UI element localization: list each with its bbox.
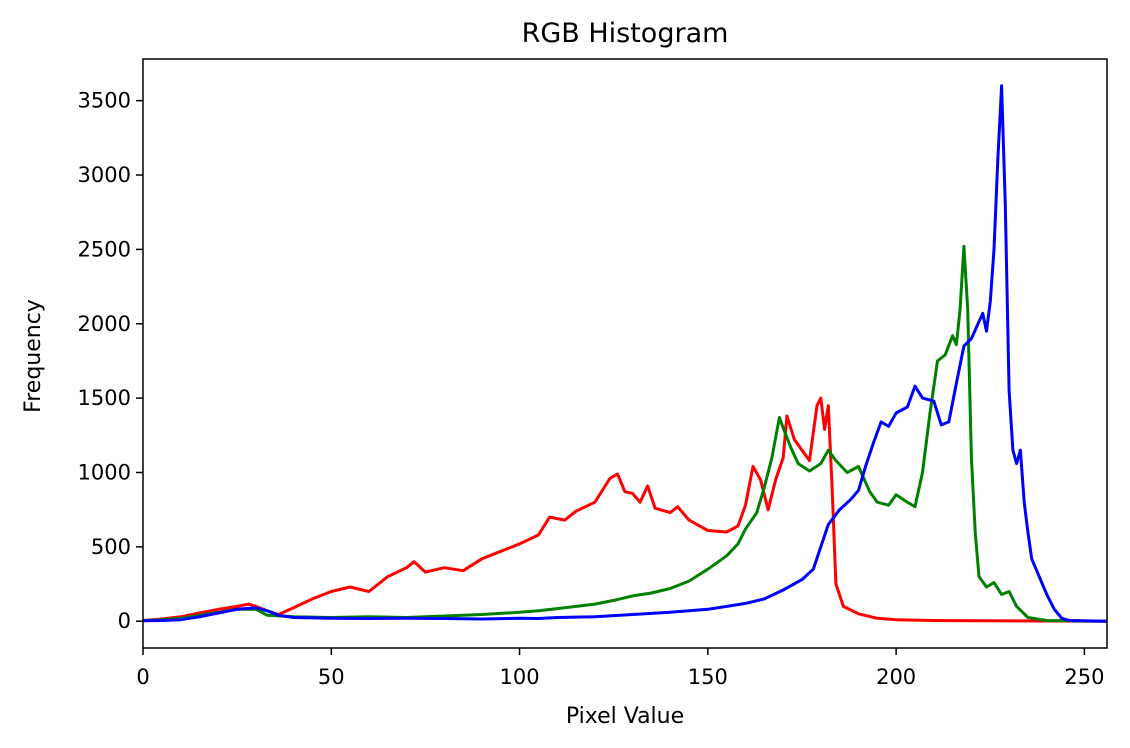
x-tick-label-4: 200 [876, 665, 916, 689]
series-line-0 [142, 396, 1108, 623]
x-tick-label-1: 50 [318, 665, 345, 689]
y-tick-label-6: 3000 [78, 163, 131, 187]
y-tick-label-0: 0 [118, 609, 131, 633]
y-axis-ticks: 0 500 1000 1500 2000 2500 3000 3500 [78, 89, 143, 633]
x-tick-label-3: 150 [688, 665, 728, 689]
x-tick-label-5: 250 [1064, 665, 1104, 689]
plot-frame [142, 58, 1108, 649]
y-axis-label: Frequency [21, 299, 46, 413]
series-line-2 [142, 84, 1108, 623]
y-tick-label-2: 1000 [78, 460, 131, 484]
y-tick-label-1: 500 [91, 535, 131, 559]
x-axis-label: Pixel Value [566, 704, 684, 729]
x-tick-label-2: 100 [500, 665, 540, 689]
y-tick-label-3: 1500 [78, 386, 131, 410]
plot-lines [142, 84, 1108, 623]
y-tick-label-7: 3500 [78, 89, 131, 113]
y-tick-label-5: 2500 [78, 237, 131, 261]
y-tick-label-4: 2000 [78, 312, 131, 336]
chart-title: RGB Histogram [522, 18, 729, 49]
x-axis-ticks: 0 50 100 150 200 250 [136, 648, 1104, 689]
x-tick-label-0: 0 [136, 665, 149, 689]
